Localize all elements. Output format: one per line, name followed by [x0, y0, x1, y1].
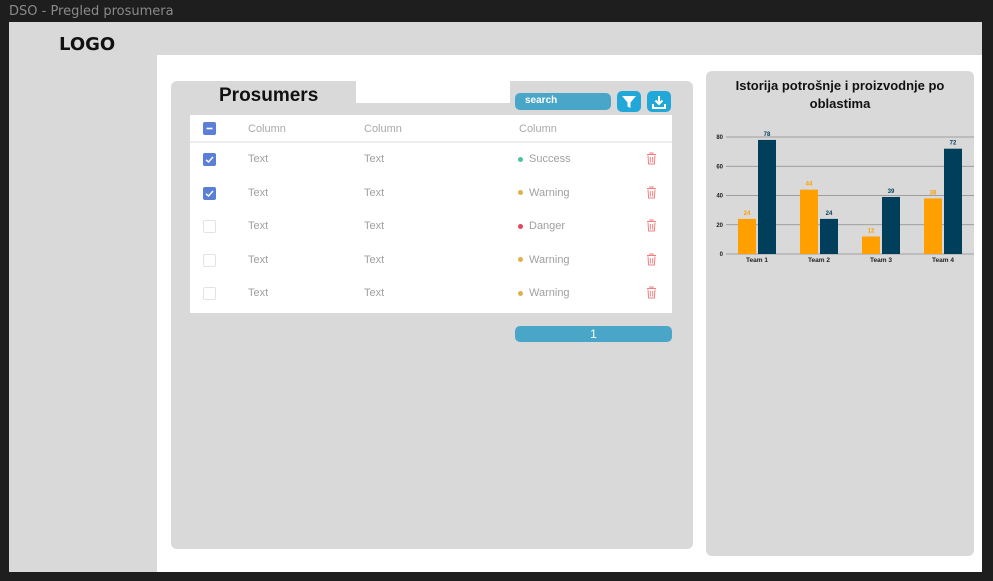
bar [882, 196, 900, 254]
bar-chart: 0 20 40 60 80 24 78 Team 1 44 24 Team 2 12 39 Team 3 3… [716, 132, 974, 264]
bar [820, 218, 838, 254]
row-checkbox[interactable] [203, 186, 216, 200]
table-cell: Text [364, 186, 385, 199]
status-badge: Warning [518, 254, 570, 266]
table-cell: Text [248, 287, 269, 300]
data-label: 72 [950, 141, 957, 147]
y-tick-label: 40 [716, 194, 723, 200]
download-button[interactable] [647, 91, 671, 112]
chart-title: Istorija potrošnje i proizvodnje po obla… [735, 78, 945, 111]
status-dot [518, 257, 523, 263]
status-label: Warning [529, 253, 570, 266]
status-label: Success [529, 153, 571, 165]
filter-button[interactable] [617, 91, 641, 112]
status-badge: Warning [518, 287, 570, 299]
canvas: LOGO Prosumers search [9, 22, 982, 572]
data-label: 44 [806, 182, 813, 188]
status-badge: Danger [518, 220, 565, 232]
y-tick-label: 60 [716, 164, 723, 170]
table-row: Text Text Success [190, 143, 672, 177]
row-checkbox[interactable] [203, 153, 216, 166]
data-label: 38 [930, 190, 937, 196]
status-badge: Warning [518, 187, 570, 199]
status-label: Warning [529, 186, 570, 199]
trash-icon[interactable] [646, 286, 657, 299]
download-icon [652, 95, 666, 109]
x-tick-label: Team 4 [932, 257, 954, 264]
table-cell: Text [248, 253, 269, 266]
status-label: Warning [529, 287, 570, 300]
table-row: Text Text Warning [190, 277, 672, 311]
table-row: Text Text Warning [190, 244, 672, 278]
x-tick-label: Team 3 [870, 257, 892, 264]
prosumers-table: Column Column Column Text Text Success Text… [190, 115, 672, 313]
table-row: Text Text Danger [190, 210, 672, 244]
data-label: 78 [764, 132, 771, 138]
filter-icon [622, 95, 636, 108]
bar [862, 236, 880, 254]
trash-icon[interactable] [646, 152, 657, 165]
x-tick-label: Team 2 [808, 257, 830, 264]
y-tick-label: 20 [716, 223, 723, 229]
table-cell: Text [248, 220, 269, 233]
panel-tab-notch [356, 81, 510, 103]
status-dot [518, 156, 523, 162]
table-cell: Text [248, 153, 269, 165]
data-label: 24 [826, 211, 833, 217]
table-row: Text Text Warning [190, 177, 672, 211]
data-label: 12 [868, 228, 875, 234]
status-dot [518, 190, 523, 196]
prosumers-panel: Prosumers search Column [171, 81, 693, 549]
window-title: DSO - Pregled prosumera [9, 4, 174, 19]
table-cell: Text [364, 153, 385, 165]
table-cell: Text [364, 220, 385, 233]
main-content: Prosumers search Column [157, 55, 982, 572]
status-dot [518, 290, 523, 296]
row-checkbox[interactable] [203, 287, 216, 301]
status-badge: Success [518, 153, 571, 165]
trash-icon[interactable] [646, 186, 657, 199]
status-dot [518, 223, 523, 229]
column-header[interactable]: Column [248, 123, 286, 135]
x-tick-label: Team 1 [746, 257, 768, 264]
table-header: Column Column Column [190, 115, 672, 143]
data-label: 39 [888, 189, 895, 195]
bar [738, 218, 756, 254]
table-cell: Text [364, 253, 385, 266]
select-all-checkbox[interactable] [203, 122, 216, 135]
bar [924, 198, 942, 254]
pagination-current-page[interactable]: 1 [515, 326, 672, 342]
logo[interactable]: LOGO [59, 34, 116, 55]
search-input[interactable]: search [515, 93, 611, 110]
column-header[interactable]: Column [519, 123, 557, 135]
table-cell: Text [364, 287, 385, 300]
status-label: Danger [529, 220, 566, 233]
table-cell: Text [248, 186, 269, 199]
bar [800, 189, 818, 254]
y-tick-label: 80 [716, 135, 723, 141]
bar [758, 139, 776, 254]
data-label: 24 [744, 211, 751, 217]
trash-icon[interactable] [646, 253, 657, 266]
row-checkbox[interactable] [203, 253, 216, 267]
trash-icon[interactable] [646, 219, 657, 232]
chart-panel: Istorija potrošnje i proizvodnje po obla… [706, 71, 974, 556]
panel-title: Prosumers [219, 85, 319, 106]
row-checkbox[interactable] [203, 220, 216, 234]
bar [944, 148, 962, 254]
y-tick-label: 0 [720, 252, 724, 258]
column-header[interactable]: Column [364, 123, 402, 135]
